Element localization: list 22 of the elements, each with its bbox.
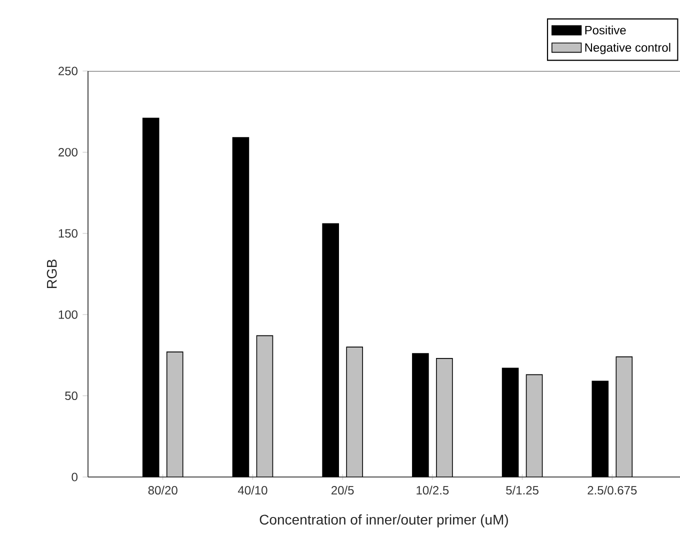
x-tick-label: 80/20 xyxy=(148,486,178,495)
bar xyxy=(166,352,184,477)
y-axis-title: RGB xyxy=(46,260,57,288)
y-tick-label: 200 xyxy=(58,148,78,156)
x-tick-label: 20/5 xyxy=(332,486,354,495)
x-tick-label: 40/10 xyxy=(238,486,268,495)
y-tick-label: 250 xyxy=(58,66,78,76)
y-tick-label: 100 xyxy=(58,310,78,319)
bar xyxy=(526,374,543,477)
bar xyxy=(346,346,363,477)
bar xyxy=(256,335,274,477)
legend-label: Negative control xyxy=(585,42,670,54)
y-tick-label: 150 xyxy=(58,229,78,238)
x-tick-label: 10/2.5 xyxy=(416,486,449,495)
y-tick-label: 50 xyxy=(65,392,78,400)
x-axis-title: Concentration of inner/outer primer (uM) xyxy=(260,514,508,528)
bar xyxy=(436,358,453,477)
bar xyxy=(616,356,633,477)
y-tick-label: 0 xyxy=(72,472,78,482)
x-tick-label: 2.5/0.675 xyxy=(588,486,637,495)
legend-label: Positive xyxy=(585,26,626,34)
x-tick-label: 5/1.25 xyxy=(506,486,538,495)
